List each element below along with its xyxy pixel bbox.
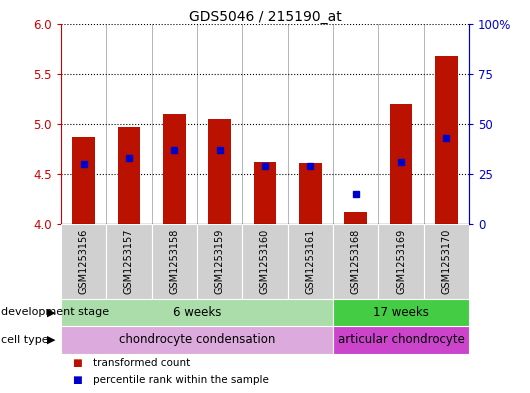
Text: transformed count: transformed count — [93, 358, 190, 367]
Text: cell type: cell type — [1, 335, 49, 345]
Text: GSM1253158: GSM1253158 — [169, 229, 179, 294]
Bar — [197, 224, 242, 299]
Bar — [333, 326, 469, 354]
Bar — [390, 104, 412, 224]
Bar — [72, 137, 95, 224]
Bar — [435, 56, 458, 224]
Text: GSM1253160: GSM1253160 — [260, 229, 270, 294]
Text: ■: ■ — [72, 375, 81, 385]
Text: GSM1253161: GSM1253161 — [305, 229, 315, 294]
Text: GSM1253169: GSM1253169 — [396, 229, 406, 294]
Bar — [107, 224, 152, 299]
Bar — [288, 224, 333, 299]
Bar — [61, 326, 333, 354]
Text: 6 weeks: 6 weeks — [173, 306, 221, 319]
Bar — [61, 224, 107, 299]
Bar — [333, 299, 469, 326]
Bar — [299, 163, 322, 224]
Bar — [61, 299, 333, 326]
Text: ▶: ▶ — [47, 335, 56, 345]
Bar — [423, 224, 469, 299]
Bar — [242, 224, 288, 299]
Text: development stage: development stage — [1, 307, 109, 318]
Text: articular chondrocyte: articular chondrocyte — [338, 333, 464, 347]
Bar — [163, 114, 186, 224]
Text: percentile rank within the sample: percentile rank within the sample — [93, 375, 269, 385]
Bar — [208, 119, 231, 224]
Text: ▶: ▶ — [47, 307, 56, 318]
Bar — [118, 127, 140, 224]
Bar — [378, 224, 423, 299]
Text: ■: ■ — [72, 358, 81, 367]
Text: GSM1253157: GSM1253157 — [124, 229, 134, 294]
Text: GDS5046 / 215190_at: GDS5046 / 215190_at — [189, 10, 341, 24]
Bar — [254, 162, 276, 224]
Text: GSM1253170: GSM1253170 — [441, 229, 452, 294]
Text: chondrocyte condensation: chondrocyte condensation — [119, 333, 275, 347]
Bar — [152, 224, 197, 299]
Bar — [344, 212, 367, 224]
Text: GSM1253159: GSM1253159 — [215, 229, 225, 294]
Text: 17 weeks: 17 weeks — [373, 306, 429, 319]
Bar — [333, 224, 378, 299]
Text: GSM1253156: GSM1253156 — [78, 229, 89, 294]
Text: GSM1253168: GSM1253168 — [351, 229, 361, 294]
